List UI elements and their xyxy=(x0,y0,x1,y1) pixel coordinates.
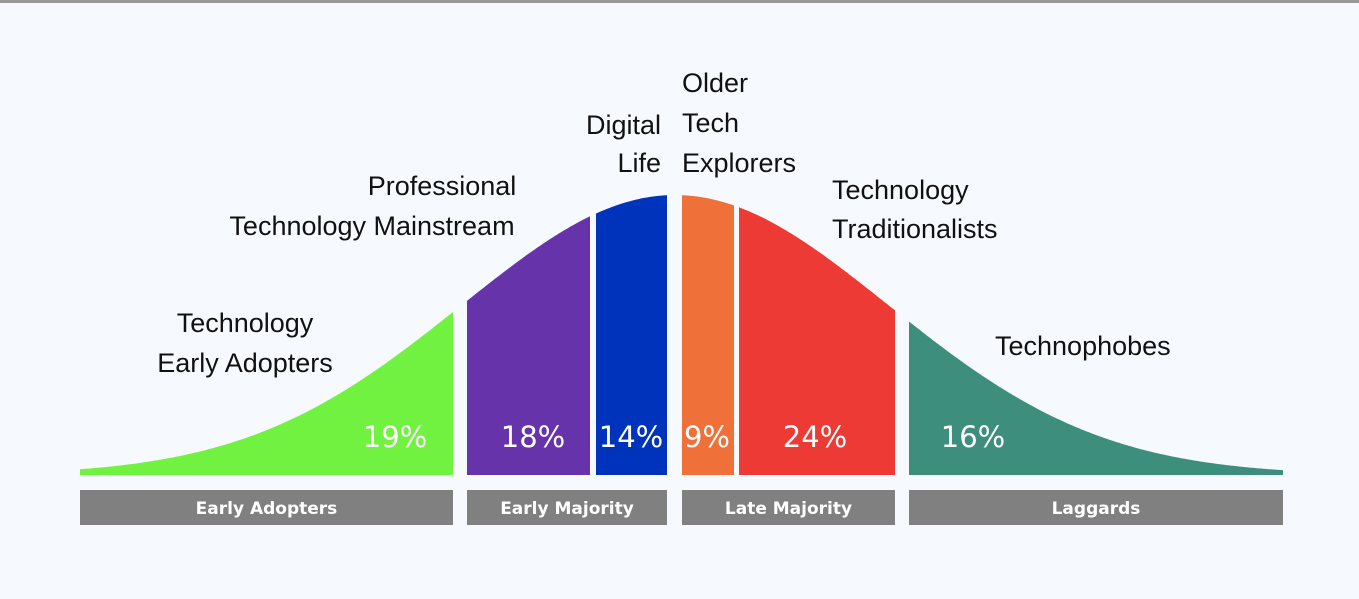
segment-label: Technophobes xyxy=(995,331,1171,361)
curve-segment xyxy=(596,195,667,475)
segment-label: Technology xyxy=(177,308,314,338)
group-label: Laggards xyxy=(1052,499,1141,519)
curve-segment xyxy=(739,207,895,476)
segment-percent: 14% xyxy=(599,420,663,454)
segment-label: Traditionalists xyxy=(832,214,998,244)
segment-label: Tech xyxy=(682,108,739,138)
group-bar xyxy=(682,490,895,525)
curve-segment xyxy=(682,195,734,475)
segment-percent: 9% xyxy=(684,420,730,454)
group-bar xyxy=(909,490,1283,525)
segment-label: Explorers xyxy=(682,148,796,178)
segment-percent: 24% xyxy=(783,420,847,454)
group-label: Early Adopters xyxy=(196,499,338,519)
curve-segment xyxy=(909,321,1283,475)
segment-percent: 16% xyxy=(941,420,1005,454)
segment-label: Technology xyxy=(832,175,969,205)
segment-percent: 18% xyxy=(501,420,565,454)
group-bar xyxy=(80,490,453,525)
segment-label: Early Adopters xyxy=(157,348,333,378)
group-bar xyxy=(467,490,667,525)
segment-label: Technology Mainstream xyxy=(229,211,514,241)
segment-label: Digital xyxy=(586,110,661,140)
segment-label: Life xyxy=(617,148,661,178)
group-label: Early Majority xyxy=(500,499,634,519)
curve-segment xyxy=(467,216,590,476)
curve-segment xyxy=(80,312,453,475)
segment-percent: 19% xyxy=(363,420,427,454)
group-label: Late Majority xyxy=(725,499,852,519)
segment-label: Older xyxy=(682,68,748,98)
segment-label: Professional xyxy=(368,171,517,201)
